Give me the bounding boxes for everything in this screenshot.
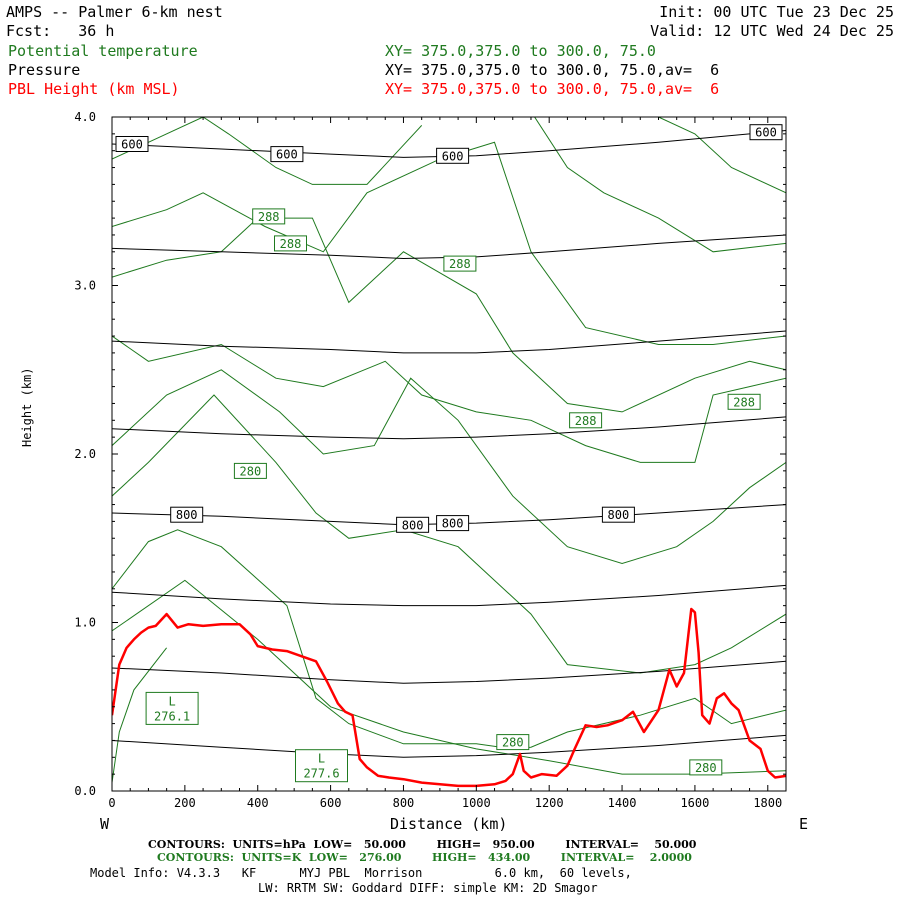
svg-text:600: 600 (276, 148, 298, 162)
model-info: Model Info: V4.3.3 KF MYJ PBL Morrison 6… (90, 866, 632, 880)
pressure-contour-750 (112, 416, 786, 440)
x-tick-label: 1400 (608, 796, 637, 810)
plot-frame (111, 116, 787, 792)
field-xy-theta: XY= 375.0,375.0 to 300.0, 75.0 (385, 42, 656, 60)
theta-contour-288 (112, 217, 786, 413)
svg-text:288: 288 (258, 210, 280, 224)
init-time: Init: 00 UTC Tue 23 Dec 25 (659, 3, 894, 21)
theta-label: 288 (569, 412, 603, 429)
theta-label: 280 (496, 734, 530, 751)
pressure-contour-700 (112, 330, 786, 354)
model-info-physics: LW: RRTM SW: Goddard DIFF: simple KM: 2D… (258, 881, 598, 895)
svg-text:288: 288 (575, 414, 597, 428)
x-tick-label: 1600 (680, 796, 709, 810)
pbl-height-line (112, 607, 786, 788)
svg-text:280: 280 (502, 736, 524, 750)
svg-text:288: 288 (733, 395, 755, 409)
theta-label: 280 (689, 759, 723, 776)
pressure-contour-650 (112, 234, 786, 260)
x-tick-label: 600 (320, 796, 342, 810)
field-name-pressure: Pressure (8, 61, 81, 79)
svg-text:800: 800 (442, 517, 464, 531)
valid-time: Valid: 12 UTC Wed 24 Dec 25 (650, 22, 894, 40)
theta-contour-294 (534, 117, 786, 253)
svg-text:600: 600 (755, 126, 777, 140)
x-tick-label: 0 (108, 796, 115, 810)
pressure-contour-950 (112, 734, 786, 758)
svg-text:280: 280 (240, 464, 262, 478)
svg-text:800: 800 (176, 508, 198, 522)
x-tick-label: 1000 (462, 796, 491, 810)
svg-text:277.6: 277.6 (303, 767, 339, 781)
x-axis-label: Distance (km) (390, 815, 508, 833)
theta-label: 288 (252, 208, 286, 225)
x-tick-label: 400 (247, 796, 269, 810)
pressure-label: 800 (436, 515, 470, 532)
theta-label: 280 (233, 462, 267, 479)
theta-contour-282 (112, 394, 786, 674)
y-tick-label: 0.0 (74, 784, 96, 798)
pressure-contour-900 (112, 660, 786, 684)
svg-text:288: 288 (449, 257, 471, 271)
pressure-label: 800 (396, 516, 430, 533)
pressure-label: 600 (436, 147, 470, 164)
theta-contour-290 (112, 141, 786, 345)
pressure-label: 600 (115, 136, 149, 152)
theta-label: 288 (727, 393, 761, 410)
svg-text:600: 600 (442, 149, 464, 163)
svg-text:280: 280 (695, 761, 717, 775)
theta-label: 288 (274, 235, 307, 252)
svg-text:L: L (318, 752, 325, 766)
svg-text:600: 600 (121, 138, 143, 152)
west-marker: W (100, 815, 110, 833)
pressure-label: 600 (270, 146, 304, 163)
forecast-hour: Fcst: 36 h (6, 22, 115, 40)
field-name-theta: Potential temperature (8, 42, 198, 60)
pressure-contour-info: CONTOURS: UNITS=hPa LOW= 50.000 HIGH= 95… (148, 838, 697, 851)
theta-contour-info: CONTOURS: UNITS=K LOW= 276.00 HIGH= 434.… (157, 851, 692, 864)
pressure-contour-850 (112, 584, 786, 607)
field-xy-pressure: XY= 375.0,375.0 to 300.0, 75.0,av= 6 (385, 61, 720, 79)
pressure-label: 800 (601, 506, 635, 523)
theta-contour-286 (112, 335, 786, 463)
pressure-label: 800 (170, 506, 204, 523)
theta-contour-296 (658, 117, 786, 194)
east-marker: E (799, 815, 809, 833)
field-name-pbl: PBL Height (km MSL) (8, 80, 180, 98)
theta-contour-280 (112, 529, 786, 750)
svg-text:L: L (168, 694, 175, 708)
x-tick-label: 1800 (753, 796, 782, 810)
field-xy-pbl: XY= 375.0,375.0 to 300.0, 75.0,av= 6 (385, 80, 720, 98)
theta-label: 288 (443, 255, 477, 272)
y-tick-label: 2.0 (74, 447, 96, 461)
x-tick-label: 800 (393, 796, 415, 810)
y-axis-label: Height (km) (20, 367, 34, 447)
x-tick-label: 1200 (535, 796, 564, 810)
svg-text:288: 288 (280, 237, 302, 251)
y-tick-label: 1.0 (74, 616, 96, 630)
svg-text:800: 800 (402, 518, 424, 532)
svg-text:276.1: 276.1 (154, 709, 190, 723)
pressure-label: 600 (749, 124, 783, 141)
x-tick-label: 200 (174, 796, 196, 810)
y-tick-label: 3.0 (74, 279, 96, 293)
y-tick-label: 4.0 (74, 110, 96, 124)
chart-title: AMPS -- Palmer 6-km nest (6, 3, 223, 21)
theta-contour-284 (112, 369, 786, 565)
theta-contour-278 (112, 579, 786, 775)
theta-contour-276 (112, 647, 167, 783)
svg-text:800: 800 (608, 508, 630, 522)
